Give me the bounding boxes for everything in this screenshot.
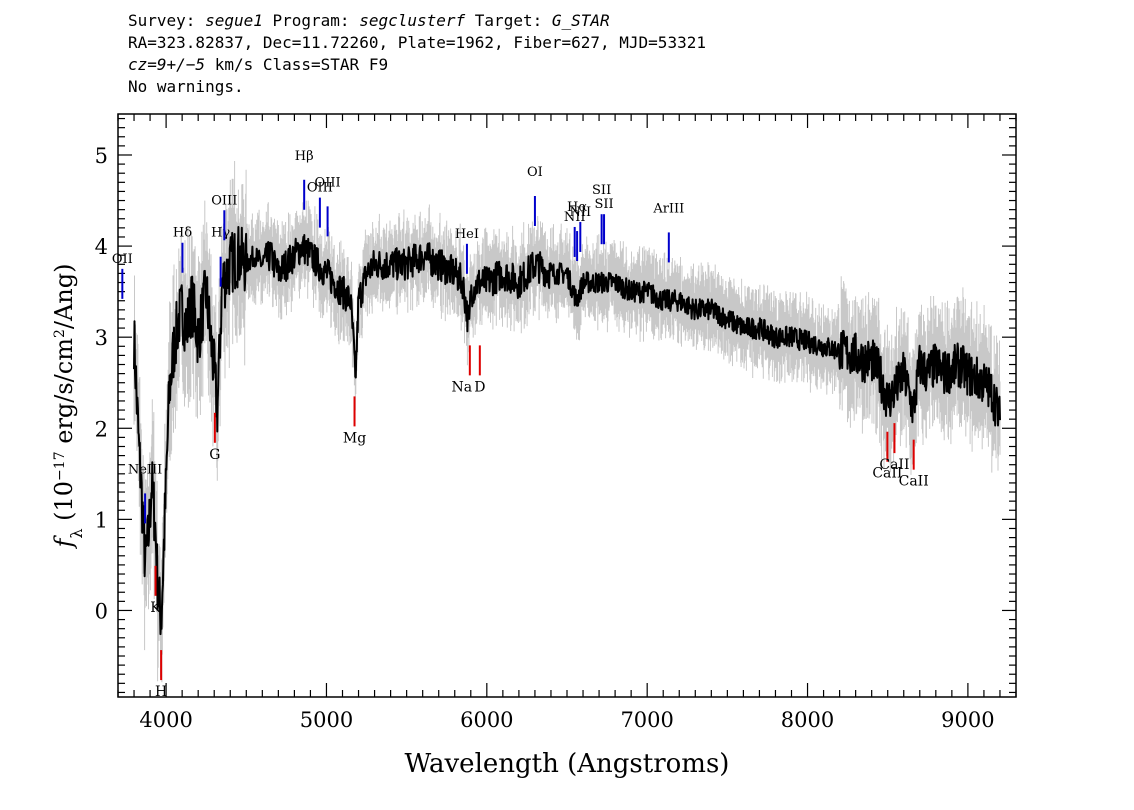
spectrum-header: Survey: segue1 Program: segclusterf Targ… — [128, 10, 706, 98]
emission-label: Hδ — [173, 226, 192, 241]
x-tick-label: 7000 — [620, 708, 673, 732]
x-tick-label: 9000 — [941, 708, 994, 732]
emission-label: OII — [112, 252, 133, 267]
absorption-label: G — [209, 447, 220, 463]
redshift-value: cz=9+/−5 — [128, 55, 206, 74]
survey-label: Survey: — [128, 11, 206, 30]
header-line-2: RA=323.82837, Dec=11.72260, Plate=1962, … — [128, 33, 706, 52]
emission-label: NII — [564, 210, 586, 225]
program-value: segclusterf — [359, 11, 466, 30]
x-tick-label: 4000 — [139, 708, 192, 732]
ylabel-unit: (10 — [50, 481, 78, 529]
survey-value: segue1 — [205, 11, 263, 30]
absorption-label: K — [150, 600, 161, 616]
target-label: Target: — [465, 11, 552, 30]
emission-label: NeIII — [128, 462, 162, 477]
emission-label: Hγ — [211, 226, 230, 241]
absorption-label: H — [155, 684, 167, 700]
emission-label: OIII — [211, 193, 237, 208]
x-tick-label: 6000 — [460, 708, 513, 732]
y-tick-label: 2 — [95, 417, 108, 441]
emission-label: HeI — [455, 227, 479, 242]
absorption-label: Mg — [343, 430, 366, 446]
emission-label: Hα — [567, 200, 587, 215]
ylabel-exponent: −17 — [52, 451, 68, 481]
ylabel-unit-2: erg/s/cm — [50, 338, 78, 452]
x-tick-label: 5000 — [300, 708, 353, 732]
ylabel-square: 2 — [52, 329, 68, 338]
emission-label: SII — [594, 197, 613, 212]
emission-label: OI — [527, 165, 543, 180]
y-tick-label: 4 — [95, 235, 108, 259]
emission-label: ArIII — [652, 201, 684, 216]
x-tick-label: 8000 — [781, 708, 834, 732]
y-axis-label-text: fλ (10−17 erg/s/cm2/Ang) — [50, 264, 86, 550]
absorption-label: CaII — [899, 474, 929, 490]
x-axis-label: Wavelength (Angstroms) — [405, 749, 730, 779]
y-tick-label: 1 — [95, 508, 108, 532]
emission-label: SII — [592, 183, 611, 198]
y-tick-label: 0 — [95, 599, 108, 623]
absorption-label: CaII — [872, 466, 902, 482]
program-label: Program: — [262, 11, 360, 30]
absorption-label: Na — [452, 379, 473, 395]
flux-line — [133, 226, 1001, 636]
ylabel-lambda: λ — [67, 528, 86, 538]
header-line-1: Survey: segue1 Program: segclusterf Targ… — [128, 10, 706, 32]
y-tick-label: 3 — [95, 326, 108, 350]
target-value: G_STAR — [551, 11, 610, 30]
ylabel-unit-3: /Ang) — [50, 264, 78, 330]
emission-label: Hβ — [295, 149, 314, 164]
error-band — [133, 161, 1001, 683]
emission-label: NII — [569, 205, 591, 220]
header-line-3: cz=9+/−5 km/s Class=STAR F9 — [128, 54, 706, 76]
class-text: km/s Class=STAR F9 — [205, 55, 389, 74]
absorption-label: D — [474, 379, 485, 395]
absorption-label: CaII — [879, 457, 909, 473]
y-axis-label: fλ (10−17 erg/s/cm2/Ang) — [50, 264, 86, 550]
header-line-4: No warnings. — [128, 77, 244, 96]
emission-label: OIII — [307, 181, 333, 196]
emission-label: OIII — [315, 175, 341, 190]
y-tick-label: 5 — [95, 144, 108, 168]
